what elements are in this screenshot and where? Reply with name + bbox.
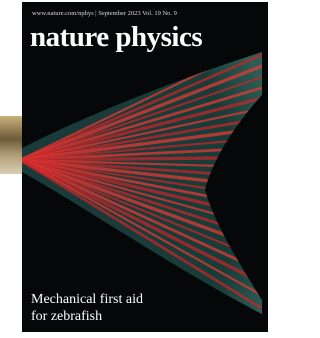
cover-page: www.nature.com/nphys | September 2023 Vo… [0, 0, 275, 338]
fish-body-strip [0, 116, 24, 174]
journal-title: nature physics [30, 21, 202, 53]
issue-line: www.nature.com/nphys | September 2023 Vo… [32, 10, 177, 17]
headline-line: for zebrafish [31, 309, 102, 324]
headline-line: Mechanical first aid [31, 292, 143, 307]
